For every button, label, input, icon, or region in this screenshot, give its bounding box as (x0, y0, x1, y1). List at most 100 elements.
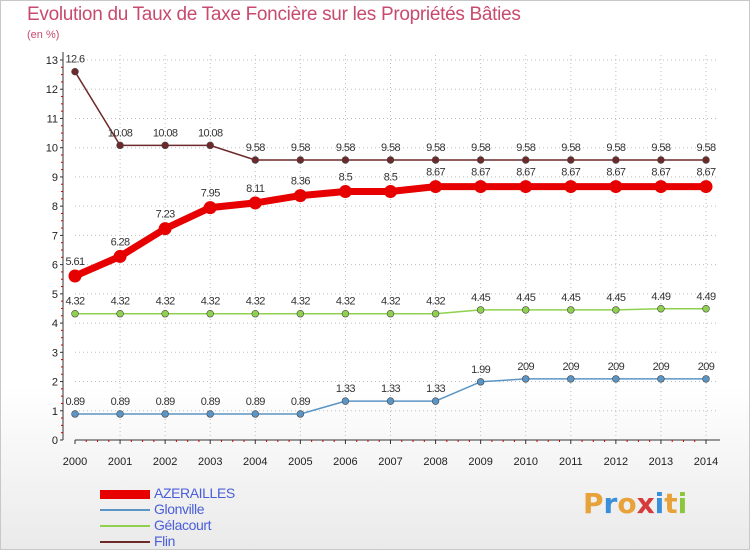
data-label: 10.08 (198, 127, 223, 139)
data-label: 9.58 (246, 142, 265, 154)
y-tick-label: 5 (52, 289, 58, 301)
data-point (251, 310, 259, 318)
data-point (384, 185, 397, 199)
data-point (522, 306, 530, 314)
data-point (567, 306, 575, 314)
data-point (386, 397, 395, 405)
data-label: 1.33 (426, 383, 445, 395)
y-tick-label: 2 (52, 377, 58, 389)
series-glonville: 0.89 0.89 0.89 0.89 0.89 0.89 1.33 1.33 1.33 1.99… (65, 361, 715, 418)
data-label: 0.89 (201, 396, 220, 408)
legend-swatch (100, 489, 150, 499)
legend-swatch (100, 541, 150, 543)
y-tick-label: 7 (52, 230, 58, 242)
y-tick-label: 11 (47, 113, 58, 125)
legend-swatch (100, 509, 150, 511)
data-point (161, 410, 169, 418)
x-tick-label: 2014 (694, 456, 718, 468)
data-label: 0.89 (291, 396, 310, 408)
chart-subtitle: (en %) (27, 29, 60, 41)
data-label: 9.58 (291, 142, 310, 154)
x-tick-label: 2013 (649, 456, 673, 468)
data-label: 9.58 (561, 142, 580, 154)
data-point (564, 180, 578, 194)
data-label: 8.67 (606, 167, 625, 179)
data-label: 8.5 (384, 172, 398, 184)
y-tick-label: 0 (52, 435, 58, 447)
data-point (251, 156, 259, 164)
data-point (68, 269, 82, 283)
logo-letter: x (636, 487, 655, 520)
data-label: 4.49 (696, 291, 715, 303)
data-label: 4.32 (156, 296, 175, 308)
chart-title: Evolution du Taux de Taxe Foncière sur l… (27, 4, 521, 25)
data-label: 4.32 (381, 296, 400, 308)
data-point (386, 310, 395, 318)
x-tick-label: 2010 (513, 456, 537, 468)
data-label: 10.08 (108, 127, 133, 139)
y-tick-label: 4 (52, 318, 58, 330)
data-point (71, 67, 79, 76)
data-label: 7.95 (201, 188, 220, 200)
data-label: 9.58 (696, 142, 715, 154)
x-tick-label: 2005 (288, 456, 312, 468)
data-point (431, 156, 440, 164)
data-point (71, 410, 79, 418)
data-point (296, 310, 305, 318)
y-tick-label: 8 (52, 201, 58, 213)
y-tick-label: 1 (52, 406, 58, 418)
data-label: 209 (563, 361, 580, 373)
data-label: 4.49 (651, 291, 670, 303)
data-label: 209 (517, 361, 534, 373)
x-tick-label: 2009 (468, 456, 492, 468)
data-point (341, 397, 350, 405)
data-label: 4.32 (426, 296, 445, 308)
x-tick-label: 2004 (243, 456, 267, 468)
data-label: 8.67 (426, 167, 445, 179)
data-label: 4.45 (471, 292, 490, 304)
logo-letter: t (664, 487, 678, 520)
data-point (519, 180, 533, 194)
data-point (296, 410, 305, 418)
data-label: 209 (653, 361, 670, 373)
data-label: 0.89 (65, 396, 84, 408)
data-point (296, 156, 305, 164)
y-tick-label: 12 (46, 84, 58, 96)
data-label: 0.89 (111, 396, 130, 408)
data-label: 5.61 (65, 256, 84, 268)
data-point (161, 141, 169, 150)
data-label: 0.89 (246, 396, 265, 408)
data-point (476, 156, 485, 164)
data-label: 4.32 (336, 296, 355, 308)
data-point (522, 156, 530, 164)
data-label: 8.67 (651, 167, 670, 179)
data-label: 9.58 (606, 142, 625, 154)
x-tick-label: 2008 (423, 456, 447, 468)
data-label: 6.28 (111, 236, 130, 248)
data-label: 4.45 (516, 292, 535, 304)
logo-letter: i (677, 487, 688, 520)
data-label: 8.67 (561, 167, 580, 179)
data-label: 209 (608, 361, 625, 373)
data-point (341, 156, 350, 164)
x-tick-label: 2011 (559, 456, 583, 468)
series-azerailles: 5.61 6.28 7.23 7.95 8.11 8.36 8.5 8.5 8.67 8.67 8.… (65, 167, 717, 283)
series-flin: 12.6 10.08 10.08 10.08 9.58 9.58 9.58 9.58 9.58 9… (65, 54, 717, 164)
data-label: 0.89 (156, 396, 175, 408)
data-point (116, 310, 124, 318)
data-point (476, 306, 485, 314)
data-point (612, 375, 620, 383)
legend-swatch (100, 525, 150, 527)
x-tick-label: 2006 (333, 456, 357, 468)
logo-letter: P (583, 487, 604, 520)
data-label: 9.58 (336, 142, 355, 154)
x-tick-label: 2007 (378, 456, 402, 468)
data-label: 8.5 (339, 172, 353, 184)
data-point (113, 249, 127, 263)
legend-label: Flin (154, 533, 175, 549)
data-point (612, 156, 620, 164)
data-point (431, 397, 440, 405)
data-point (431, 310, 440, 318)
x-tick-label: 2001 (108, 456, 132, 468)
